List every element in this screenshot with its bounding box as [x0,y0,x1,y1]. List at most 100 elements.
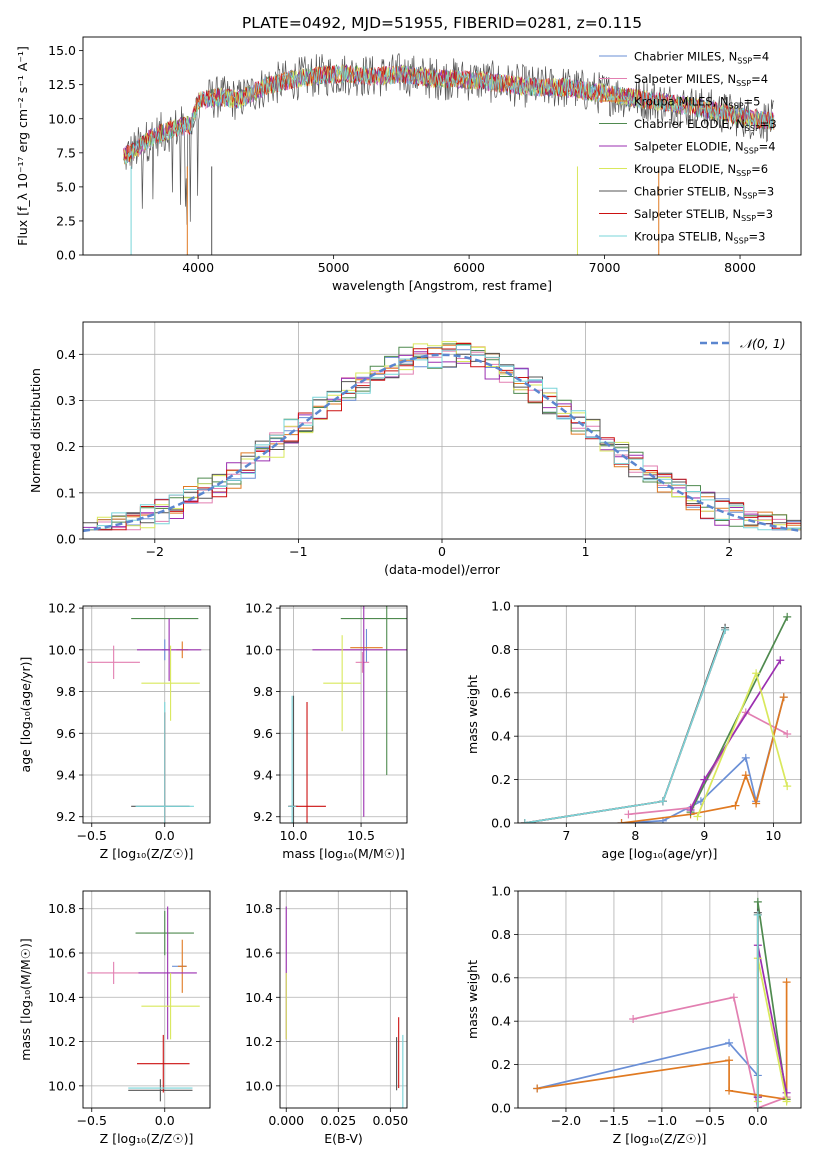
spectrum-panel: 4000 5000 6000 7000 8000 0.0 2.5 5.0 7.5 10.0 12.5… [15,36,802,293]
y-axis-label: Flux [f_λ 10⁻¹⁷ erg cm⁻² s⁻¹ A⁻¹] [15,46,30,246]
mass-weight-marker [725,1056,734,1065]
legend-label: Chabrier STELIB, NSSP=3 [634,185,774,201]
mass_vs_Z-panel: −0.5 0.0 10.0 10.2 10.4 10.6 10.8 Z [log₁₀(Z/Z☉… [18,890,211,1146]
mass-weight-line [628,711,788,816]
legend-sub: SSP [744,147,759,156]
legend-tail: =4 [752,50,769,64]
axes-frame [279,605,408,824]
y-tick-label: 0.4 [491,1014,511,1029]
x-tick-label: −0.5 [695,1113,725,1128]
x-tick-label: 0.0 [155,828,175,843]
x-tick-label: −1.0 [647,1113,677,1128]
x-tick-label: 10.5 [347,828,375,843]
legend-sub: SSP [736,79,751,88]
mass-weight-marker [624,810,633,819]
mass-weight-marker [686,805,695,814]
age_vs_mass-panel: 10.0 10.5 9.2 9.4 9.6 9.8 10.0 10.2 mass [log₁₀(… [245,601,408,861]
mass-weight-marker [782,1088,791,1097]
y-tick-label: 0.8 [491,642,511,657]
x-tick-label: 9 [700,828,708,843]
y-tick-label: 10.8 [48,901,76,916]
normal-curve [83,353,801,533]
figure-title: PLATE=0492, MJD=51955, FIBERID=0281, z=0… [242,14,642,32]
y-tick-label: 1.0 [491,599,511,614]
y-tick-label: 5.0 [56,179,76,194]
mass-weight-line [524,629,726,823]
mass-weight-line [524,629,726,823]
y-tick-label: 0.0 [56,532,76,547]
legend-sub: SSP [737,57,752,66]
residual-histogram [83,341,801,531]
x-axis-label: Z [log₁₀(Z/Z☉)] [100,1131,194,1146]
y-tick-label: 12.5 [48,77,76,92]
mass-weight-marker [741,753,750,762]
y-tick-label: 10.8 [245,901,273,916]
legend-label: Kroupa STELIB, NSSP=3 [634,230,765,246]
y-tick-label: 0.0 [491,1101,511,1116]
x-tick-label: 0.000 [268,1113,304,1128]
x-tick-label: 8000 [724,260,756,275]
mass-weight-marker [782,978,791,987]
legend-sub: SSP [736,169,751,178]
x-tick-label: 0.050 [372,1113,408,1128]
x-tick-label: 0.025 [320,1113,356,1128]
y-tick-label: 0.2 [56,439,76,454]
mass-weight-marker [783,782,792,791]
mass-weight-marker [782,1097,791,1106]
y-tick-label: 10.0 [48,111,76,126]
residual-histogram [83,343,801,531]
mass-weight-marker [725,1038,734,1047]
mass-weight-marker [783,730,792,739]
y-tick-label: 10.6 [245,946,273,961]
y-tick-label: 10.4 [48,990,76,1005]
age_vs_Z-panel: −0.5 0.0 9.2 9.4 9.6 9.8 10.0 10.2 Z [log₁₀(Z/Z☉… [18,601,211,861]
y-tick-label: 1.0 [491,884,511,899]
x-tick-label: −2 [146,544,164,559]
y-tick-label: 2.5 [56,213,76,228]
x-tick-label: 10.0 [280,828,308,843]
mass-weight-marker [617,819,626,823]
y-tick-label: 10.0 [245,1078,273,1093]
y-tick-label: 10.2 [245,601,273,616]
mass_weight_vs_age-panel: 7 8 9 10 0.0 0.2 0.4 0.6 0.8 1.0 age [log₁₀(age/yr… [465,599,802,861]
x-tick-label: 8 [631,828,639,843]
y-tick-label: 10.2 [48,1034,76,1049]
x-tick-label: 10 [765,828,781,843]
mass-weight-marker [753,1104,762,1108]
y-tick-label: 10.2 [245,1034,273,1049]
mass-weight-marker [752,799,761,808]
legend-label: Salpeter STELIB, NSSP=3 [634,207,773,223]
y-tick-label: 9.2 [253,809,273,824]
residual-histogram [83,344,801,531]
legend-tail: =3 [756,207,773,221]
y-tick-label: 10.0 [245,642,273,657]
legend-tail: =4 [751,72,768,86]
y-axis-label: age [log₁₀(age/yr)] [18,657,33,773]
x-tick-label: 2 [725,544,733,559]
mass-weight-marker [779,693,788,702]
legend-sub: SSP [745,124,760,133]
x-tick-label: −0.5 [77,828,107,843]
y-tick-label: 0.4 [56,347,76,362]
y-tick-label: 9.8 [56,684,76,699]
legend-label: Chabrier ELODIE, NSSP=3 [634,117,777,133]
x-tick-label: 0 [438,544,446,559]
axes-frame [279,890,408,1109]
legend-label: 𝒩(0, 1) [740,336,786,351]
y-tick-label: 9.6 [253,726,273,741]
y-axis-label: Normed distribution [28,368,43,493]
y-tick-label: 15.0 [48,43,76,58]
legend-tail: =5 [744,95,761,109]
y-axis-label: mass weight [465,675,480,754]
mass-weight-line [524,627,726,823]
mass_vs_EBV-panel: 0.000 0.025 0.050 10.0 10.2 10.4 10.6 10.8 E(B-V… [245,890,408,1146]
axes-frame [82,36,802,256]
mass-weight-marker [629,1015,638,1024]
y-tick-label: 0.2 [491,1057,511,1072]
mass_weight_vs_Z-panel: −2.0 −1.5 −1.0 −0.5 0.0 0.0 0.2 0.4 0.6 0.8 1.0 Z [… [465,884,802,1146]
y-axis-label: mass [log₁₀(M/M☉)] [18,938,33,1060]
x-tick-label: 0.0 [748,1113,768,1128]
mass-weight-marker [731,801,740,810]
legend-sub: SSP [741,214,756,223]
y-tick-label: 10.6 [48,946,76,961]
